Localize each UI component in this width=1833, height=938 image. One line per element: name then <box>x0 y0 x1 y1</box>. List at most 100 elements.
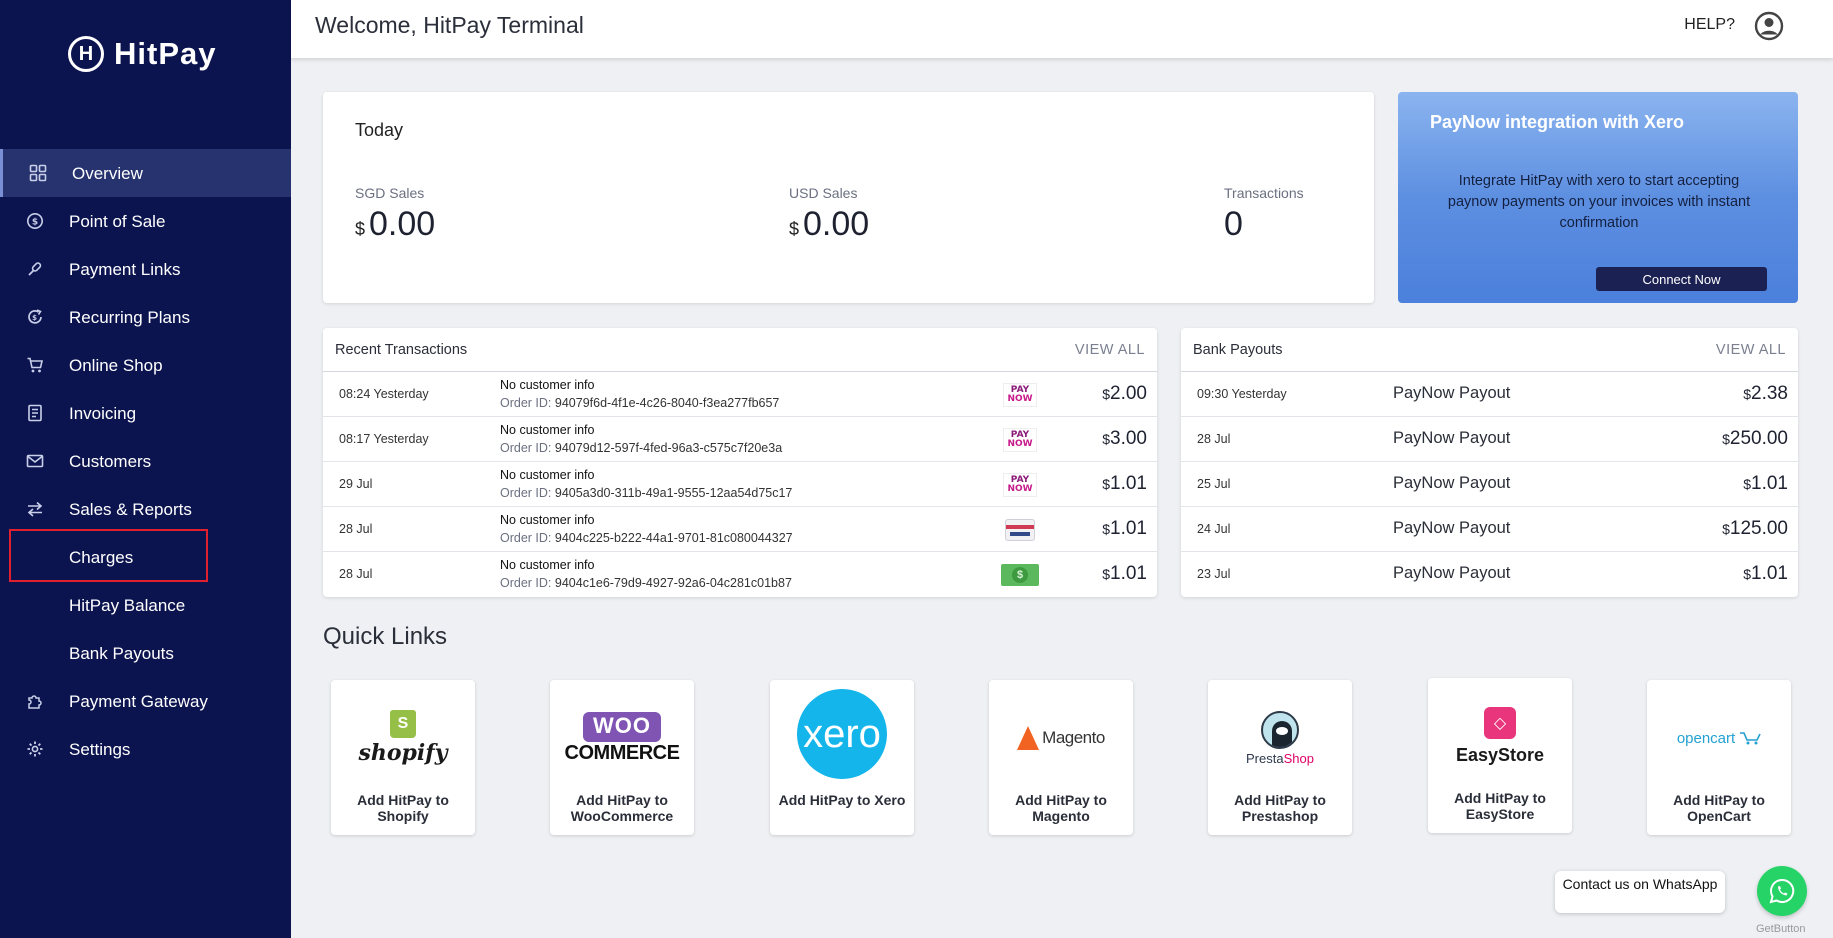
payment-method: $ <box>1001 563 1039 587</box>
sidebar-item-sales-and-reports[interactable]: Sales & Reports <box>0 485 291 533</box>
presta-wordmark: Presta <box>1246 750 1284 766</box>
payout-row[interactable]: 25 Jul PayNow Payout $1.01 <box>1181 462 1798 507</box>
connect-now-button[interactable]: Connect Now <box>1596 267 1767 291</box>
payout-time: 28 Jul <box>1197 432 1231 446</box>
charges-highlight-box <box>9 529 208 582</box>
cash-icon: $ <box>1001 564 1039 586</box>
quick-link-label: Add HitPay to EasyStore <box>1454 790 1546 822</box>
sidebar-item-point-of-sale[interactable]: $ Point of Sale <box>0 197 291 245</box>
shopify-bag-icon: S <box>389 710 416 738</box>
payout-row[interactable]: 28 Jul PayNow Payout $250.00 <box>1181 417 1798 462</box>
quick-link-opencart[interactable]: opencart Add HitPay to OpenCart <box>1647 680 1791 835</box>
user-circle-icon[interactable] <box>1754 11 1784 41</box>
sidebar-item-payment-links[interactable]: Payment Links <box>0 245 291 293</box>
stat-amount: 0.00 <box>369 205 436 243</box>
promo-title: PayNow integration with Xero <box>1430 112 1685 132</box>
quick-link-easystore[interactable]: ◇ EasyStore Add HitPay to EasyStore <box>1428 678 1572 833</box>
easystore-bag-icon: ◇ <box>1484 706 1516 739</box>
opencart-wordmark: opencart <box>1676 729 1736 747</box>
transactions-header: Recent Transactions VIEW ALL <box>323 328 1157 372</box>
payout-row[interactable]: 23 Jul PayNow Payout $1.01 <box>1181 552 1798 597</box>
whatsapp-contact-bubble[interactable]: Contact us on WhatsApp <box>1555 871 1725 913</box>
paynow-icon: PAY NOW <box>1003 428 1037 452</box>
payout-row[interactable]: 09:30 Yesterday PayNow Payout $2.38 <box>1181 372 1798 417</box>
payout-label: PayNow Payout <box>1393 474 1511 492</box>
transaction-time: 29 Jul <box>339 477 373 491</box>
hitpay-logo-mark: H <box>68 36 104 72</box>
payout-time: 09:30 Yesterday <box>1197 387 1287 401</box>
top-header: Welcome, HitPay Terminal HELP? <box>291 0 1833 58</box>
quick-link-shopify[interactable]: S shopify Add HitPay to Shopify <box>331 680 475 835</box>
magento-logo: Magento <box>989 688 1133 788</box>
sidebar: H HitPay Overview $ Point of Sale Payment L… <box>0 0 291 938</box>
transaction-time: 28 Jul <box>339 522 373 536</box>
envelope-icon <box>26 452 44 470</box>
transaction-customer: No customer info <box>500 513 595 527</box>
sidebar-item-overview[interactable]: Overview <box>0 149 291 197</box>
sidebar-item-label: Settings <box>69 740 131 759</box>
sidebar-item-label: Invoicing <box>69 404 137 423</box>
transaction-row[interactable]: 29 Jul No customer info Order ID: 9405a3d0… <box>323 462 1157 507</box>
sidebar-item-customers[interactable]: Customers <box>0 437 291 485</box>
quick-link-xero[interactable]: xero Add HitPay to Xero <box>770 680 914 835</box>
sidebar-item-recurring-plans[interactable]: $ Recurring Plans <box>0 293 291 341</box>
opencart-logo: opencart <box>1647 688 1791 788</box>
shop-wordmark: Shop <box>1283 750 1314 766</box>
stat-amount: 0 <box>1224 205 1243 243</box>
today-summary-card: Today SGD Sales $0.00 USD Sales $0.00 Tr… <box>323 92 1374 303</box>
cart-icon <box>26 356 44 374</box>
sidebar-item-charges[interactable]: Charges <box>0 533 291 581</box>
payouts-header: Bank Payouts VIEW ALL <box>1181 328 1798 372</box>
payment-method <box>1003 518 1037 542</box>
transaction-order-id: Order ID: 9404c1e6-79d9-4927-92a6-04c281… <box>500 576 792 590</box>
transaction-row[interactable]: 08:24 Yesterday No customer info Order ID:… <box>323 372 1157 417</box>
sidebar-item-hitpay-balance[interactable]: HitPay Balance <box>0 581 291 629</box>
xero-wordmark: xero <box>797 689 887 779</box>
xero-logo: xero <box>770 680 914 780</box>
sidebar-item-label: HitPay Balance <box>69 596 186 615</box>
quick-link-magento[interactable]: Magento Add HitPay to Magento <box>989 680 1133 835</box>
payout-amount: $125.00 <box>1722 518 1788 539</box>
payout-time: 24 Jul <box>1197 522 1231 536</box>
payout-label: PayNow Payout <box>1393 564 1511 582</box>
transaction-customer: No customer info <box>500 468 595 482</box>
getbutton-credit[interactable]: GetButton <box>1756 923 1806 935</box>
page-title: Welcome, HitPay Terminal <box>315 12 584 38</box>
magento-mark-icon <box>1017 726 1040 750</box>
help-link[interactable]: HELP? <box>1684 16 1735 33</box>
sidebar-item-bank-payouts[interactable]: Bank Payouts <box>0 629 291 677</box>
sidebar-item-label: Charges <box>69 548 134 567</box>
sidebar-item-invoicing[interactable]: Invoicing <box>0 389 291 437</box>
transaction-customer: No customer info <box>500 378 595 392</box>
sgd-sales-stat: SGD Sales $0.00 <box>355 185 435 244</box>
quick-link-prestashop[interactable]: PrestaShop Add HitPay to Prestashop <box>1208 680 1352 835</box>
sidebar-item-payment-gateway[interactable]: Payment Gateway <box>0 677 291 725</box>
payment-method: PAY NOW <box>1003 473 1037 497</box>
hitpay-logo[interactable]: H HitPay <box>68 36 216 72</box>
puzzle-icon <box>26 692 44 710</box>
quick-link-woocommerce[interactable]: WOO COMMERCE Add HitPay to WooCommerce <box>550 680 694 835</box>
sidebar-item-label: Recurring Plans <box>69 308 190 327</box>
link-icon <box>26 260 44 278</box>
shopify-logo: S shopify <box>331 688 475 788</box>
recurring-icon: $ <box>26 308 44 326</box>
payouts-view-all-link[interactable]: VIEW ALL <box>1715 342 1786 358</box>
payout-row[interactable]: 24 Jul PayNow Payout $125.00 <box>1181 507 1798 552</box>
sidebar-item-online-shop[interactable]: Online Shop <box>0 341 291 389</box>
commerce-wordmark: COMMERCE <box>564 741 680 764</box>
stat-amount: 0.00 <box>803 205 870 243</box>
whatsapp-button[interactable] <box>1757 866 1807 916</box>
payout-amount: $1.01 <box>1743 473 1788 494</box>
transaction-time: 08:24 Yesterday <box>339 387 429 401</box>
sidebar-item-settings[interactable]: Settings <box>0 725 291 773</box>
paynow-icon: PAY NOW <box>1003 473 1037 497</box>
transaction-row[interactable]: 28 Jul No customer info Order ID: 9404c1e6… <box>323 552 1157 597</box>
transaction-row[interactable]: 08:17 Yesterday No customer info Order ID:… <box>323 417 1157 462</box>
transactions-view-all-link[interactable]: VIEW ALL <box>1074 342 1145 358</box>
sidebar-item-label: Overview <box>72 164 143 183</box>
transaction-amount: $3.00 <box>1102 428 1147 449</box>
transaction-row[interactable]: 28 Jul No customer info Order ID: 9404c225… <box>323 507 1157 552</box>
sidebar-item-label: Sales & Reports <box>69 500 192 519</box>
quick-link-label: Add HitPay to OpenCart <box>1673 792 1765 824</box>
easystore-logo: ◇ EasyStore <box>1428 686 1572 786</box>
